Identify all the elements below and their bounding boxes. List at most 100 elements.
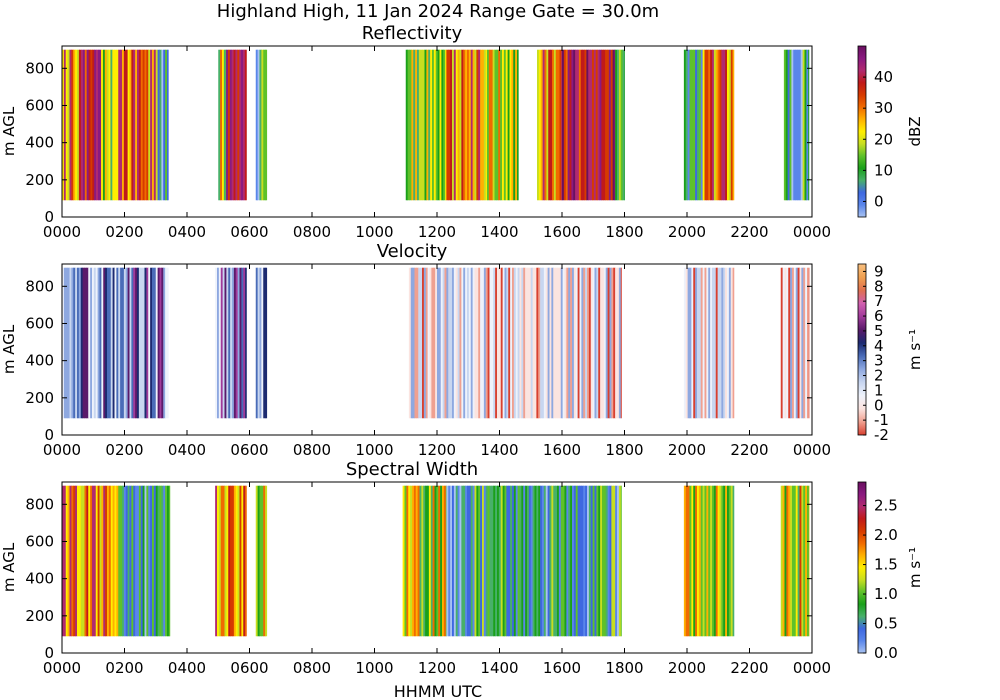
x-tick-label: 1400 xyxy=(480,659,518,677)
echo-column xyxy=(424,49,427,201)
y-tick-label: 0 xyxy=(44,426,54,444)
echo-column xyxy=(425,485,428,637)
echo-column xyxy=(480,267,483,419)
x-tick-label: 2200 xyxy=(730,441,768,459)
echo-column xyxy=(721,49,724,201)
echo-column xyxy=(530,485,534,637)
echo-column xyxy=(575,485,579,637)
echo-column xyxy=(468,267,472,419)
echo-column xyxy=(555,49,559,201)
echo-column xyxy=(229,49,233,201)
echo-column xyxy=(420,49,424,201)
echo-column xyxy=(90,485,93,637)
echo-column xyxy=(81,49,84,201)
colorbar-tick-label: 3 xyxy=(874,352,884,370)
echo-column xyxy=(412,267,415,419)
echo-column xyxy=(708,267,711,419)
echo-column xyxy=(474,49,477,201)
echo-column xyxy=(588,49,591,201)
echo-column xyxy=(465,49,468,201)
echo-column xyxy=(607,49,610,201)
echo-column xyxy=(77,267,80,419)
echo-column xyxy=(467,485,470,637)
echo-column xyxy=(786,267,789,419)
echo-column xyxy=(125,485,129,637)
colorbar xyxy=(857,481,867,654)
echo-column xyxy=(455,267,459,419)
echo-column xyxy=(492,49,495,201)
colorbar-label: m s⁻¹ xyxy=(906,547,924,588)
echo-column xyxy=(414,267,417,419)
echo-column xyxy=(159,49,162,201)
echo-column xyxy=(618,49,622,201)
echo-column xyxy=(587,267,590,419)
echo-column xyxy=(611,267,614,419)
echo-column xyxy=(150,267,153,419)
echo-column xyxy=(797,49,800,201)
echo-column xyxy=(500,267,504,419)
echo-column xyxy=(490,49,494,201)
echo-column xyxy=(721,485,724,637)
echo-column xyxy=(470,485,474,637)
colorbar-tick-label: 4 xyxy=(874,337,884,355)
echo-column xyxy=(502,267,505,419)
echo-column xyxy=(544,49,547,201)
echo-column xyxy=(515,267,519,419)
echo-column xyxy=(165,267,168,419)
echo-column xyxy=(713,485,717,637)
colorbar-tick-label: 0 xyxy=(874,396,884,414)
echo-column xyxy=(612,49,615,201)
echo-column xyxy=(697,49,700,201)
echo-column xyxy=(704,485,707,637)
echo-column xyxy=(512,485,515,637)
echo-column xyxy=(90,267,93,419)
y-axis-label: m AGL xyxy=(0,106,18,156)
y-tick-label: 200 xyxy=(25,607,54,625)
echo-column xyxy=(527,267,530,419)
colorbar-label: dBZ xyxy=(906,116,924,146)
echo-column xyxy=(578,49,582,201)
echo-column xyxy=(730,267,734,419)
echo-column xyxy=(71,267,74,419)
echo-column xyxy=(538,49,542,201)
y-tick-label: 400 xyxy=(25,570,54,588)
echo-column xyxy=(732,267,735,419)
echo-column xyxy=(411,49,414,201)
echo-column xyxy=(498,267,502,419)
echo-column xyxy=(69,485,72,637)
echo-column xyxy=(459,485,462,637)
echo-column xyxy=(523,485,526,637)
echo-column xyxy=(552,49,555,201)
echo-column xyxy=(129,267,132,419)
echo-column xyxy=(159,485,162,637)
echo-column xyxy=(263,49,266,201)
echo-column xyxy=(67,267,70,419)
echo-column xyxy=(618,485,622,637)
echo-column xyxy=(430,485,434,637)
echo-column xyxy=(71,49,74,201)
echo-column xyxy=(416,267,419,419)
echo-column xyxy=(494,49,497,201)
echo-column xyxy=(120,267,123,419)
echo-column xyxy=(116,267,119,419)
echo-column xyxy=(167,267,169,419)
y-tick-label: 0 xyxy=(44,644,54,662)
colorbar-tick-label: 30 xyxy=(874,99,893,117)
echo-column xyxy=(542,485,545,637)
echo-column xyxy=(242,49,246,201)
echo-column xyxy=(487,485,490,637)
echo-column xyxy=(480,49,483,201)
echo-column xyxy=(127,485,130,637)
echo-column xyxy=(493,267,496,419)
echo-column xyxy=(550,49,553,201)
echo-column xyxy=(101,485,104,637)
echo-column xyxy=(476,49,479,201)
echo-column xyxy=(732,49,735,201)
x-tick-label: 0000 xyxy=(793,659,831,677)
echo-column xyxy=(798,49,802,201)
echo-column xyxy=(465,485,468,637)
echo-column xyxy=(540,49,544,201)
echo-column xyxy=(228,485,231,637)
echo-column xyxy=(715,485,719,637)
